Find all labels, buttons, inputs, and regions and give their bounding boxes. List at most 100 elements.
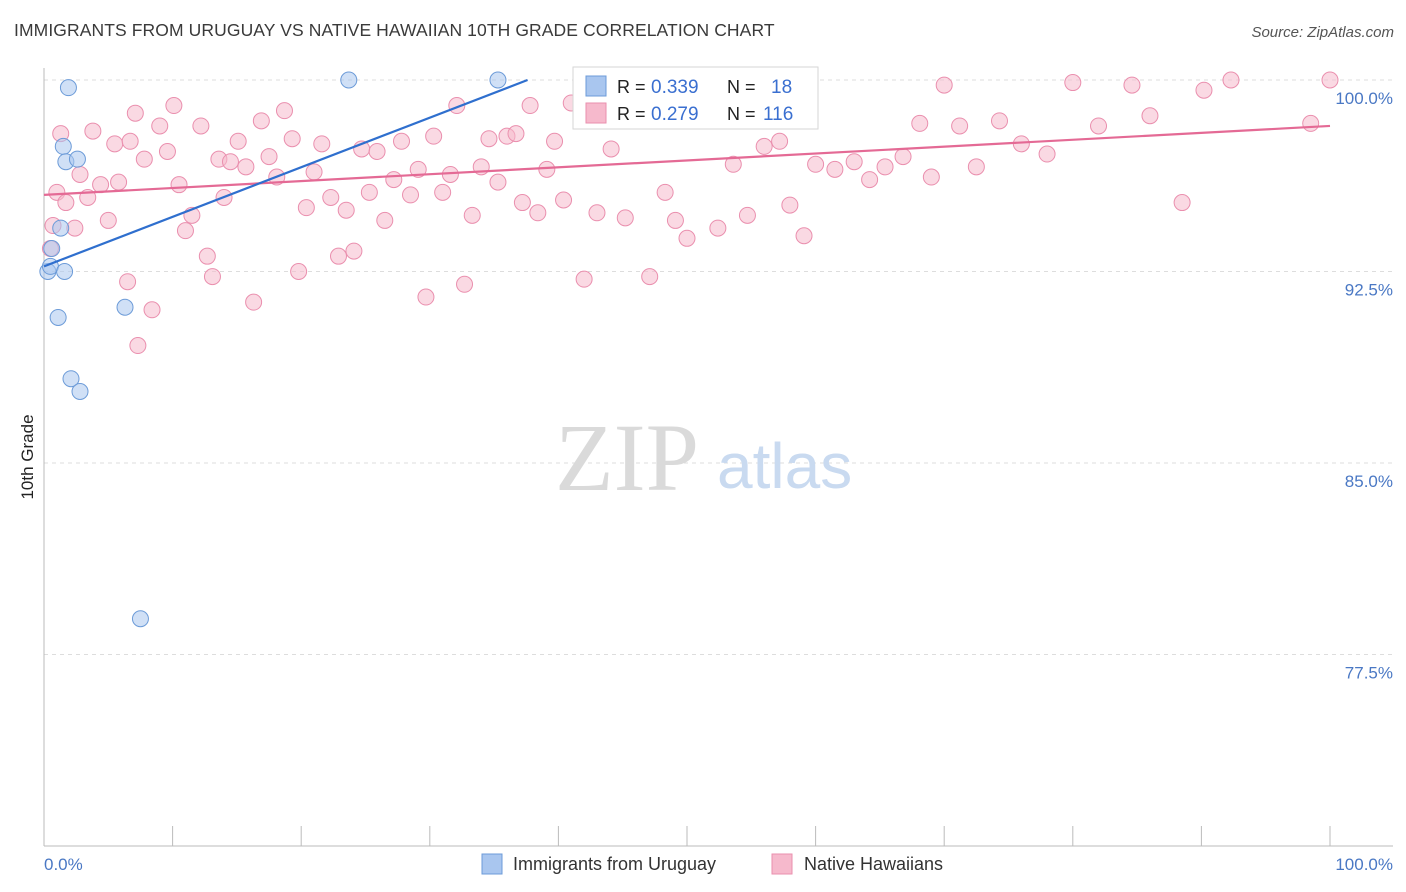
chart-title: IMMIGRANTS FROM URUGUAY VS NATIVE HAWAII… (14, 20, 775, 40)
point-hawaiian (110, 173, 128, 191)
legend-r-value-1: 0.339 (651, 77, 699, 98)
point-hawaiian (990, 112, 1008, 130)
data-points (39, 71, 1339, 628)
point-hawaiian (322, 188, 340, 206)
bottom-legend: Immigrants from Uruguay Native Hawaiians (481, 853, 943, 875)
point-hawaiian (99, 211, 117, 229)
point-hawaiian (290, 263, 308, 280)
point-hawaiian (368, 142, 386, 160)
point-hawaiian (275, 102, 293, 120)
legend-swatch-hawaiian (585, 102, 607, 124)
point-hawaiian (456, 275, 474, 293)
point-hawaiian (252, 112, 270, 130)
legend-frame (572, 66, 819, 130)
point-hawaiian (826, 160, 844, 178)
legend-n-value-2: 116 (763, 104, 793, 125)
point-hawaiian (967, 158, 985, 176)
watermark-zip: ZIP (555, 404, 699, 511)
point-hawaiian (313, 135, 331, 153)
point-hawaiian (538, 160, 556, 178)
point-hawaiian (781, 196, 799, 214)
point-uruguay (52, 219, 70, 237)
point-uruguay (49, 308, 67, 326)
point-hawaiian (260, 148, 278, 166)
point-hawaiian (641, 268, 659, 286)
point-hawaiian (771, 132, 789, 150)
x-ticks (43, 826, 1331, 846)
point-uruguay (59, 79, 77, 97)
point-uruguay (340, 71, 358, 89)
point-hawaiian (158, 142, 176, 160)
point-hawaiian (602, 140, 620, 158)
point-hawaiian (795, 227, 813, 245)
point-hawaiian (434, 183, 452, 201)
watermark-atlas: atlas (717, 430, 852, 502)
point-hawaiian (143, 301, 161, 319)
source-label: Source: ZipAtlas.com (1251, 24, 1394, 41)
trend-lines (43, 78, 1331, 268)
bottom-legend-uruguay: Immigrants from Uruguay (513, 854, 716, 874)
point-hawaiian (237, 158, 255, 176)
point-hawaiian (807, 155, 825, 173)
point-hawaiian (588, 204, 606, 222)
point-uruguay (71, 383, 89, 401)
point-hawaiian (71, 165, 89, 183)
point-hawaiian (198, 247, 216, 265)
point-hawaiian (575, 270, 593, 288)
x-tick-label-min: 0.0% (44, 855, 83, 874)
point-hawaiian (170, 176, 188, 194)
point-hawaiian (1321, 71, 1339, 89)
point-hawaiian (417, 288, 435, 306)
point-hawaiian (66, 219, 84, 237)
point-hawaiian (360, 183, 378, 201)
point-uruguay (43, 240, 61, 258)
point-hawaiian (176, 222, 194, 240)
point-hawaiian (119, 273, 137, 291)
point-hawaiian (546, 132, 564, 150)
point-hawaiian (922, 168, 940, 186)
point-hawaiian (1195, 81, 1213, 99)
axes (43, 68, 1393, 847)
point-hawaiian (555, 191, 573, 209)
point-hawaiian (911, 114, 929, 132)
point-uruguay (62, 370, 80, 388)
point-hawaiian (845, 153, 863, 171)
point-hawaiian (480, 130, 498, 148)
bottom-legend-swatch-hawaiian (771, 853, 793, 875)
point-uruguay (54, 137, 72, 155)
point-hawaiian (935, 76, 953, 94)
point-hawaiian (151, 117, 169, 135)
legend-n-label-1: N = (727, 77, 756, 97)
point-hawaiian (489, 173, 507, 191)
bottom-legend-hawaiian: Native Hawaiians (804, 854, 943, 874)
point-hawaiian (402, 186, 420, 204)
point-hawaiian (738, 206, 756, 224)
point-hawaiian (283, 130, 301, 148)
point-hawaiian (1173, 194, 1191, 212)
point-hawaiian (376, 211, 394, 229)
point-hawaiian (84, 122, 102, 140)
point-hawaiian (345, 242, 363, 260)
point-hawaiian (126, 104, 144, 122)
point-hawaiian (1064, 74, 1082, 92)
point-hawaiian (521, 97, 539, 115)
point-hawaiian (57, 194, 75, 212)
x-tick-label-max: 100.0% (1335, 855, 1393, 874)
point-hawaiian (1141, 107, 1159, 125)
point-hawaiian (463, 206, 481, 224)
y-tick-label: 77.5% (1345, 664, 1393, 683)
point-hawaiian (513, 194, 531, 212)
y-tick-label: 92.5% (1345, 281, 1393, 300)
point-hawaiian (666, 211, 684, 229)
point-hawaiian (678, 229, 696, 247)
point-hawaiian (192, 117, 210, 135)
y-tick-labels: 100.0% 92.5% 85.0% 77.5% (1335, 89, 1393, 683)
point-hawaiian (245, 293, 263, 311)
y-tick-label: 85.0% (1345, 472, 1393, 491)
point-hawaiian (876, 158, 894, 176)
point-hawaiian (385, 171, 403, 189)
point-hawaiian (165, 97, 183, 115)
point-hawaiian (221, 153, 239, 171)
point-hawaiian (92, 176, 110, 194)
